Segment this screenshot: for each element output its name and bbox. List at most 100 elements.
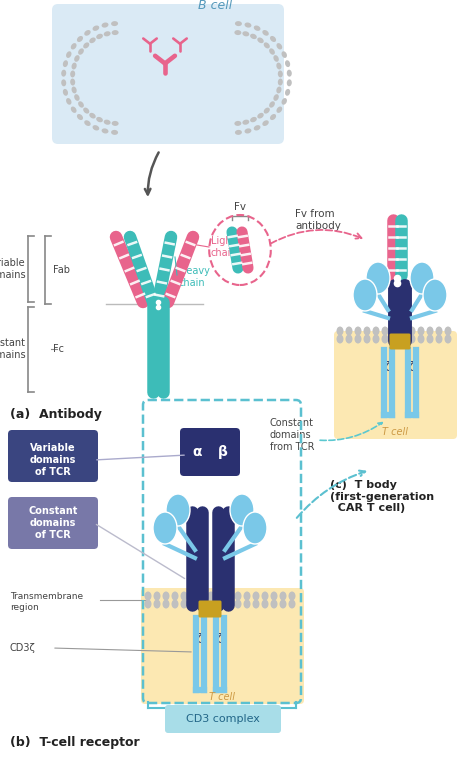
Ellipse shape [436, 326, 443, 335]
Ellipse shape [270, 114, 276, 120]
Ellipse shape [280, 600, 286, 609]
Text: δ: δ [174, 503, 182, 516]
Ellipse shape [172, 600, 179, 609]
Text: Fv from
antibody: Fv from antibody [295, 209, 341, 231]
Ellipse shape [244, 600, 250, 609]
Ellipse shape [199, 600, 206, 609]
Ellipse shape [445, 326, 452, 335]
Ellipse shape [234, 121, 241, 126]
Ellipse shape [163, 600, 170, 609]
Ellipse shape [84, 120, 91, 126]
Ellipse shape [276, 43, 282, 49]
Ellipse shape [226, 600, 233, 609]
Ellipse shape [273, 94, 279, 101]
Ellipse shape [410, 262, 434, 294]
Ellipse shape [101, 129, 109, 133]
Ellipse shape [70, 70, 75, 77]
Ellipse shape [262, 120, 269, 126]
Ellipse shape [190, 600, 197, 609]
Ellipse shape [391, 326, 398, 335]
Ellipse shape [427, 335, 434, 344]
Ellipse shape [226, 591, 233, 600]
Ellipse shape [355, 326, 362, 335]
Ellipse shape [78, 48, 84, 55]
Ellipse shape [66, 98, 72, 104]
Ellipse shape [235, 21, 242, 26]
Ellipse shape [382, 326, 389, 335]
Ellipse shape [104, 120, 110, 125]
Ellipse shape [271, 600, 277, 609]
Ellipse shape [172, 591, 179, 600]
Ellipse shape [285, 89, 290, 96]
Ellipse shape [181, 600, 188, 609]
Ellipse shape [276, 86, 282, 93]
Ellipse shape [153, 512, 177, 544]
Text: Variable
domains
of TCR: Variable domains of TCR [30, 444, 76, 477]
Text: Constant
domains
of TCR: Constant domains of TCR [28, 506, 78, 540]
FancyBboxPatch shape [206, 428, 240, 476]
Ellipse shape [243, 512, 267, 544]
Ellipse shape [163, 591, 170, 600]
Text: ε: ε [432, 288, 438, 301]
FancyBboxPatch shape [8, 430, 98, 482]
Ellipse shape [276, 107, 282, 113]
Ellipse shape [208, 600, 215, 609]
Ellipse shape [104, 31, 110, 36]
Ellipse shape [264, 107, 270, 114]
Ellipse shape [337, 326, 344, 335]
Text: B cell: B cell [198, 0, 232, 12]
Ellipse shape [257, 113, 264, 119]
Ellipse shape [242, 120, 249, 125]
Text: (b)  T-cell receptor: (b) T-cell receptor [10, 736, 140, 749]
Ellipse shape [285, 61, 290, 67]
Ellipse shape [61, 70, 66, 76]
Ellipse shape [366, 262, 390, 294]
Ellipse shape [112, 30, 118, 35]
Ellipse shape [78, 101, 84, 107]
Ellipse shape [269, 101, 275, 107]
FancyBboxPatch shape [52, 4, 284, 144]
Ellipse shape [89, 113, 96, 119]
FancyBboxPatch shape [8, 497, 98, 549]
Ellipse shape [92, 26, 99, 31]
Text: ζ: ζ [197, 634, 203, 646]
Ellipse shape [400, 326, 407, 335]
Ellipse shape [264, 42, 270, 48]
FancyBboxPatch shape [334, 331, 457, 439]
Ellipse shape [269, 48, 275, 55]
Ellipse shape [96, 34, 103, 39]
Ellipse shape [154, 591, 161, 600]
Text: T cell: T cell [382, 427, 408, 437]
Ellipse shape [289, 591, 295, 600]
Ellipse shape [280, 591, 286, 600]
Ellipse shape [70, 79, 75, 86]
Ellipse shape [72, 86, 77, 93]
Ellipse shape [234, 30, 241, 35]
Ellipse shape [364, 335, 371, 344]
Ellipse shape [71, 107, 76, 113]
Ellipse shape [271, 591, 277, 600]
Text: β: β [218, 445, 228, 459]
Ellipse shape [89, 37, 96, 43]
FancyBboxPatch shape [141, 588, 304, 704]
Ellipse shape [445, 335, 452, 344]
Ellipse shape [230, 494, 254, 526]
Ellipse shape [262, 30, 269, 36]
Ellipse shape [199, 591, 206, 600]
Ellipse shape [208, 591, 215, 600]
Ellipse shape [66, 51, 72, 58]
Ellipse shape [112, 121, 118, 126]
Ellipse shape [245, 23, 251, 28]
Ellipse shape [289, 600, 295, 609]
Text: Heavy
chain: Heavy chain [179, 266, 210, 288]
Text: Light
chain: Light chain [211, 236, 237, 258]
Ellipse shape [273, 55, 279, 62]
Text: CD3 complex: CD3 complex [186, 714, 260, 724]
Ellipse shape [418, 335, 425, 344]
Text: ε: ε [362, 288, 368, 301]
Text: Fv: Fv [234, 202, 246, 212]
Ellipse shape [217, 600, 224, 609]
Ellipse shape [145, 591, 152, 600]
Ellipse shape [373, 335, 380, 344]
Text: Constant
domains: Constant domains [0, 338, 26, 360]
